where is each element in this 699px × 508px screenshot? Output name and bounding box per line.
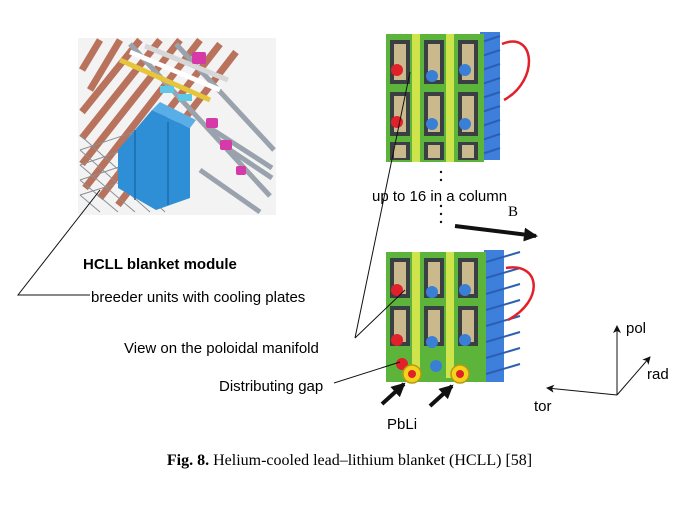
pbli-arrow-1 xyxy=(380,382,406,406)
pbli-arrow-2 xyxy=(428,384,454,408)
coordinate-axes xyxy=(546,325,651,396)
module-leader xyxy=(16,189,101,296)
top-pipes xyxy=(118,43,229,103)
steel-frame xyxy=(128,42,276,215)
manifold-view-label: View on the poloidal manifold xyxy=(124,340,319,357)
pbli-label: PbLi xyxy=(387,416,418,433)
leader-lines xyxy=(16,71,411,384)
breeder-units-label: breeder units with cooling plates xyxy=(91,289,306,306)
column-continuation-dots xyxy=(439,170,443,224)
manifold-leader-2 xyxy=(354,289,406,339)
pol-axis-label: pol xyxy=(626,320,647,337)
manifold-leader-1 xyxy=(354,71,411,339)
figure-number: Fig. 8. xyxy=(166,452,210,469)
b-field-label: B xyxy=(508,204,519,220)
caption-text: Helium-cooled lead–lithium blanket (HCLL… xyxy=(213,452,533,469)
top-unit-cells xyxy=(390,40,478,160)
bottom-pipe-connectors xyxy=(391,284,471,372)
tor-axis-label: tor xyxy=(534,398,552,415)
manifold-module-bottom xyxy=(386,250,535,384)
gap-leader xyxy=(333,361,401,384)
manifold-module-top xyxy=(386,32,531,162)
rad-axis xyxy=(616,356,651,396)
module-title-label: HCLL blanket module xyxy=(83,256,237,273)
hcll-module-illustration xyxy=(78,37,276,215)
top-red-loop xyxy=(501,40,531,102)
magenta-connectors xyxy=(192,52,246,175)
blue-breeder-block xyxy=(118,110,190,210)
distributing-gap-label: Distributing gap xyxy=(219,378,324,395)
b-field-arrow xyxy=(454,224,538,242)
top-pipe-connectors xyxy=(391,64,471,130)
cyan-accents xyxy=(160,86,192,101)
pbli-inlets xyxy=(402,364,470,384)
tor-axis xyxy=(546,384,618,396)
column-note-label: up to 16 in a column xyxy=(372,188,508,205)
bottom-red-loop xyxy=(505,266,535,322)
figure-caption: Fig. 8. Helium-cooled lead–lithium blank… xyxy=(0,452,699,470)
rad-axis-label: rad xyxy=(647,366,669,383)
